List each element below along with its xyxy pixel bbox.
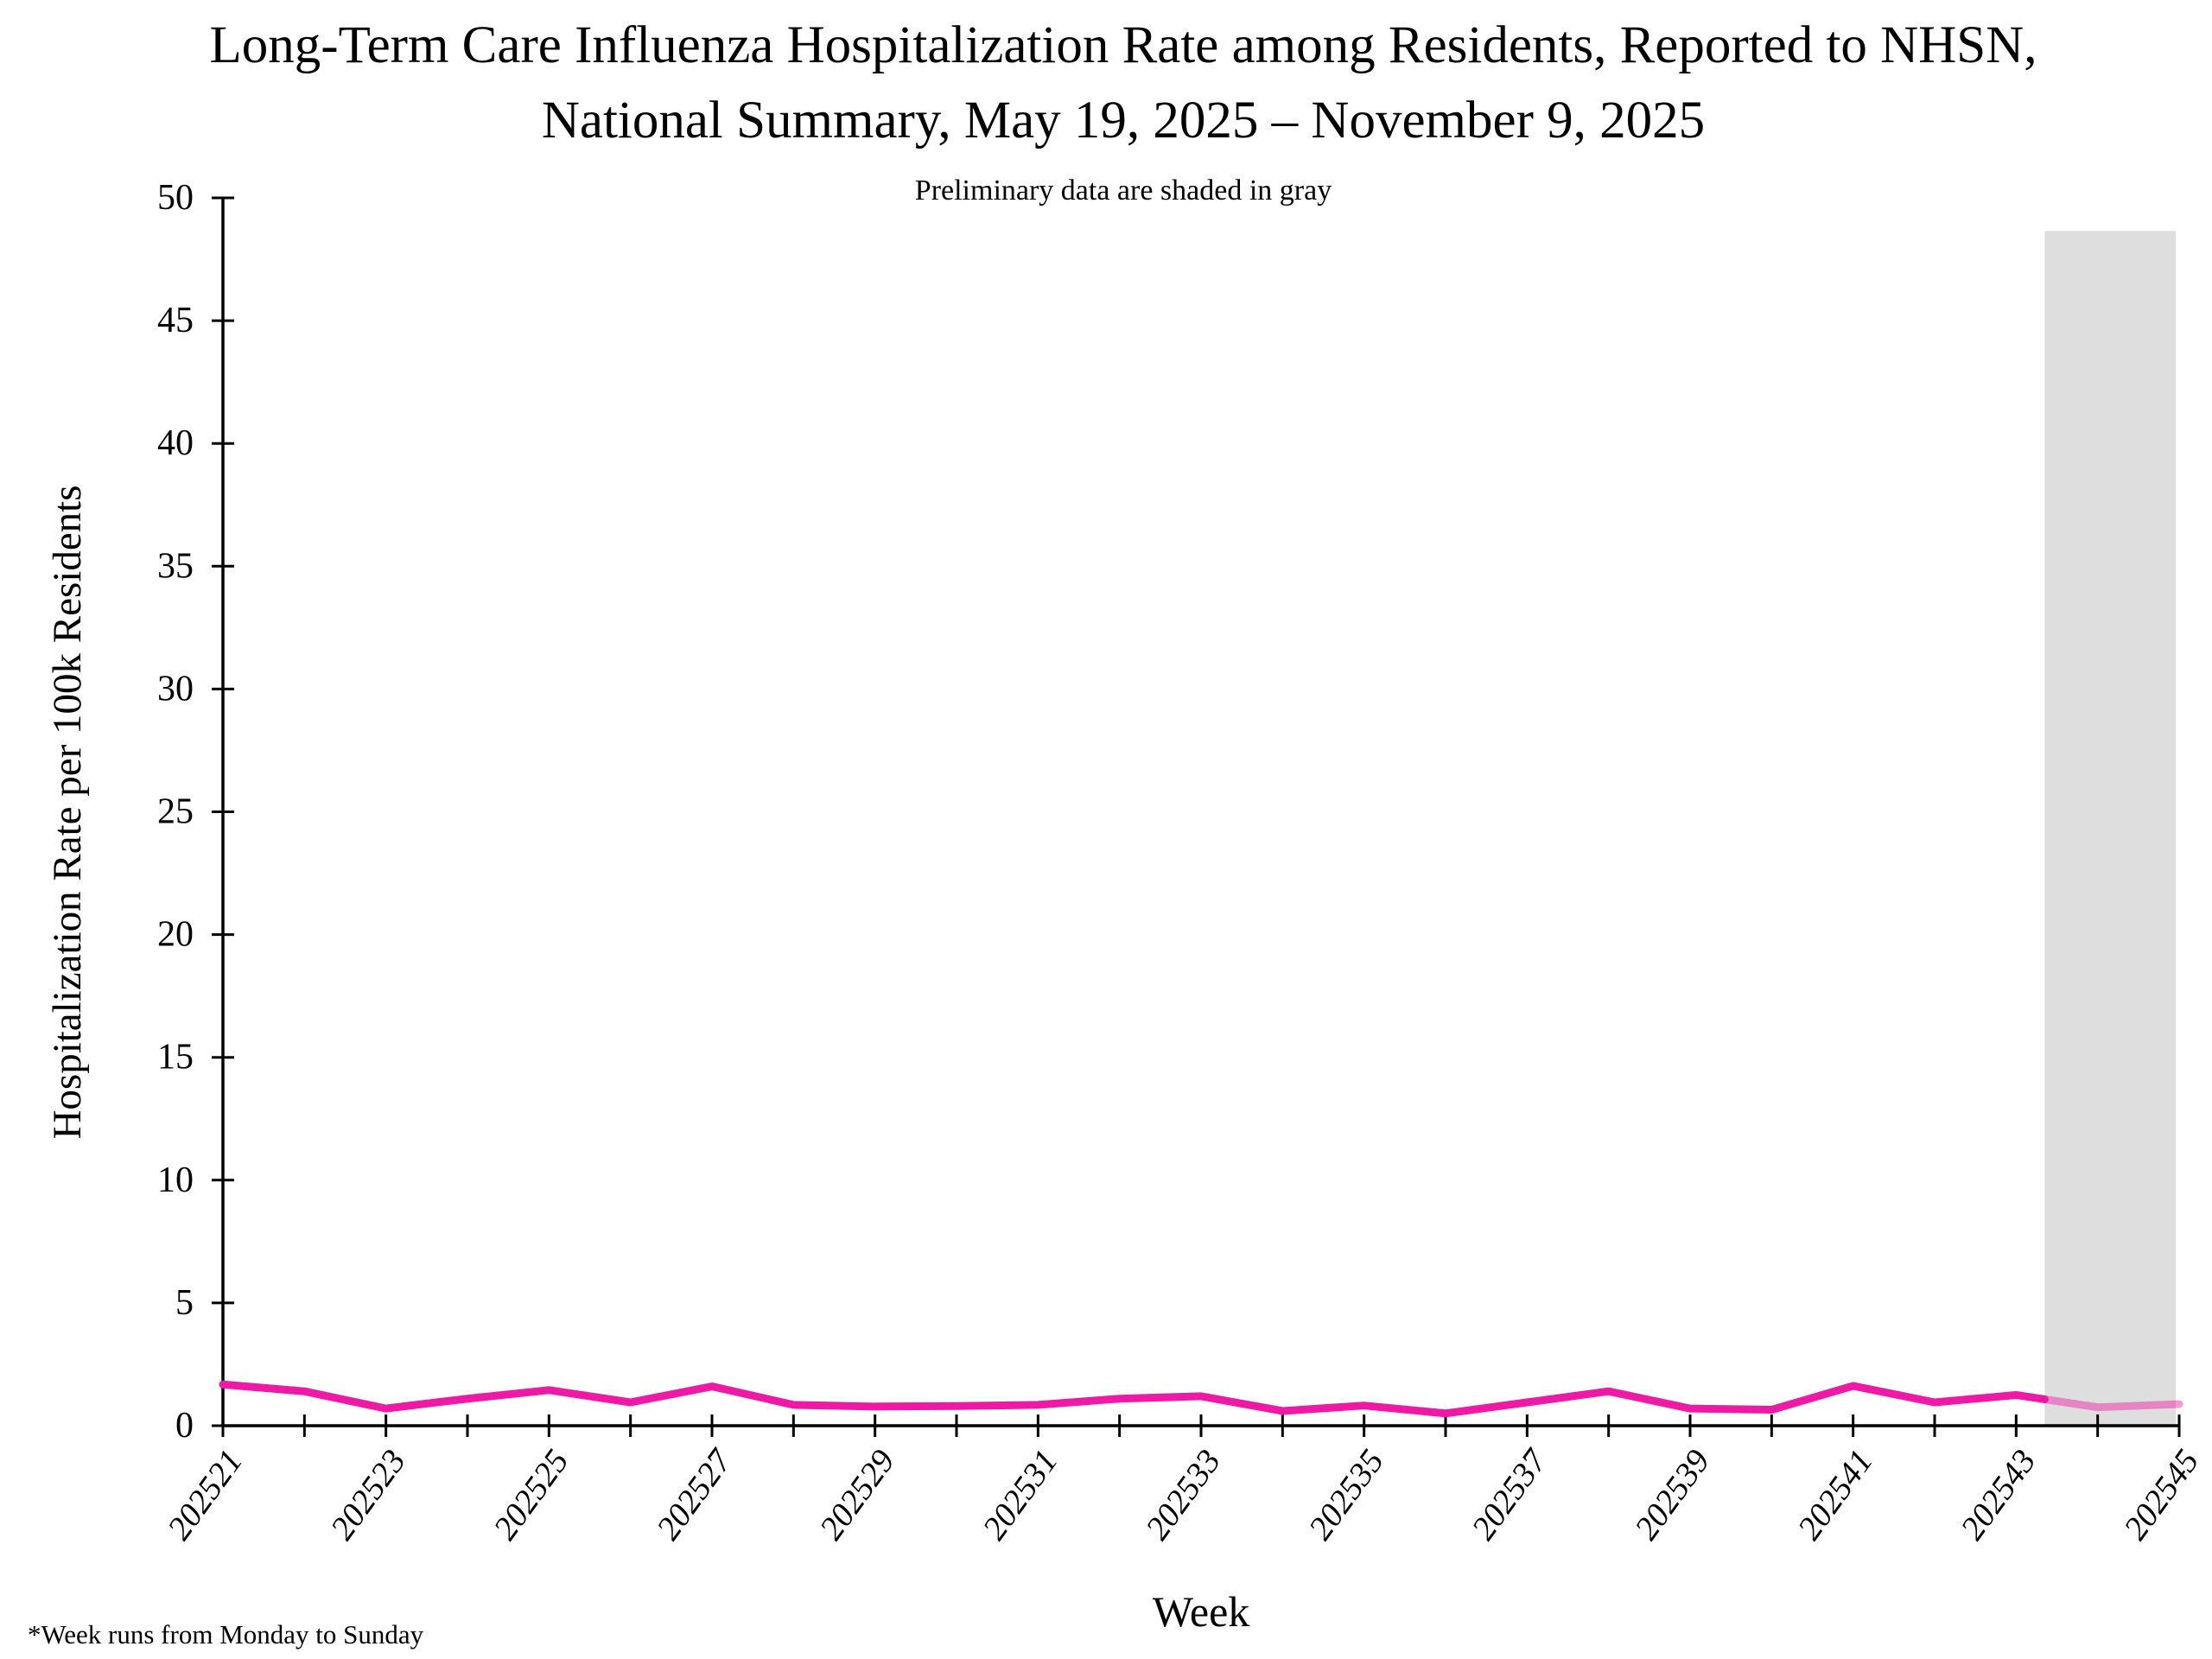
x-tick-label: 202529 bbox=[812, 1443, 902, 1547]
preliminary-region bbox=[2044, 231, 2177, 1427]
chart-title-line2: National Summary, May 19, 2025 – Novembe… bbox=[541, 91, 1706, 149]
chart-title: Long-Term Care Influenza Hospitalization… bbox=[0, 9, 2212, 158]
x-tick-label: 202535 bbox=[1301, 1443, 1391, 1547]
x-tick-label: 202521 bbox=[161, 1443, 251, 1547]
y-tick-label: 10 bbox=[157, 1160, 194, 1200]
x-tick-label: 202541 bbox=[1790, 1443, 1880, 1547]
y-tick-label: 45 bbox=[157, 301, 194, 340]
x-tick-label: 202533 bbox=[1139, 1443, 1229, 1547]
x-axis-title: Week bbox=[1152, 1587, 1250, 1636]
y-tick-label: 5 bbox=[175, 1283, 194, 1323]
y-tick-label: 20 bbox=[157, 915, 194, 955]
x-tick-label: 202545 bbox=[2117, 1443, 2207, 1547]
y-tick-label: 50 bbox=[157, 178, 194, 218]
y-tick-label: 40 bbox=[157, 423, 194, 463]
x-tick-label: 202525 bbox=[486, 1443, 576, 1547]
x-tick-label: 202527 bbox=[650, 1442, 740, 1547]
y-tick-label: 30 bbox=[157, 669, 194, 709]
y-tick-label: 15 bbox=[157, 1038, 194, 1077]
y-tick-label: 0 bbox=[175, 1406, 194, 1446]
chart-footnote: *Week runs from Monday to Sunday bbox=[28, 1619, 424, 1649]
x-tick-label: 202537 bbox=[1465, 1442, 1554, 1547]
y-tick-label: 25 bbox=[157, 792, 194, 832]
x-tick-label: 202531 bbox=[976, 1443, 1065, 1547]
rate-line-preliminary bbox=[2040, 1395, 2183, 1412]
chart-subtitle: Preliminary data are shaded in gray bbox=[914, 175, 1332, 207]
x-tick-label: 202539 bbox=[1628, 1443, 1718, 1547]
y-tick-label: 35 bbox=[157, 546, 194, 586]
x-tick-label: 202543 bbox=[1954, 1443, 2044, 1547]
chart-title-line1: Long-Term Care Influenza Hospitalization… bbox=[209, 16, 2037, 74]
x-tick-label: 202523 bbox=[323, 1443, 413, 1547]
rate-line bbox=[219, 1380, 2049, 1418]
